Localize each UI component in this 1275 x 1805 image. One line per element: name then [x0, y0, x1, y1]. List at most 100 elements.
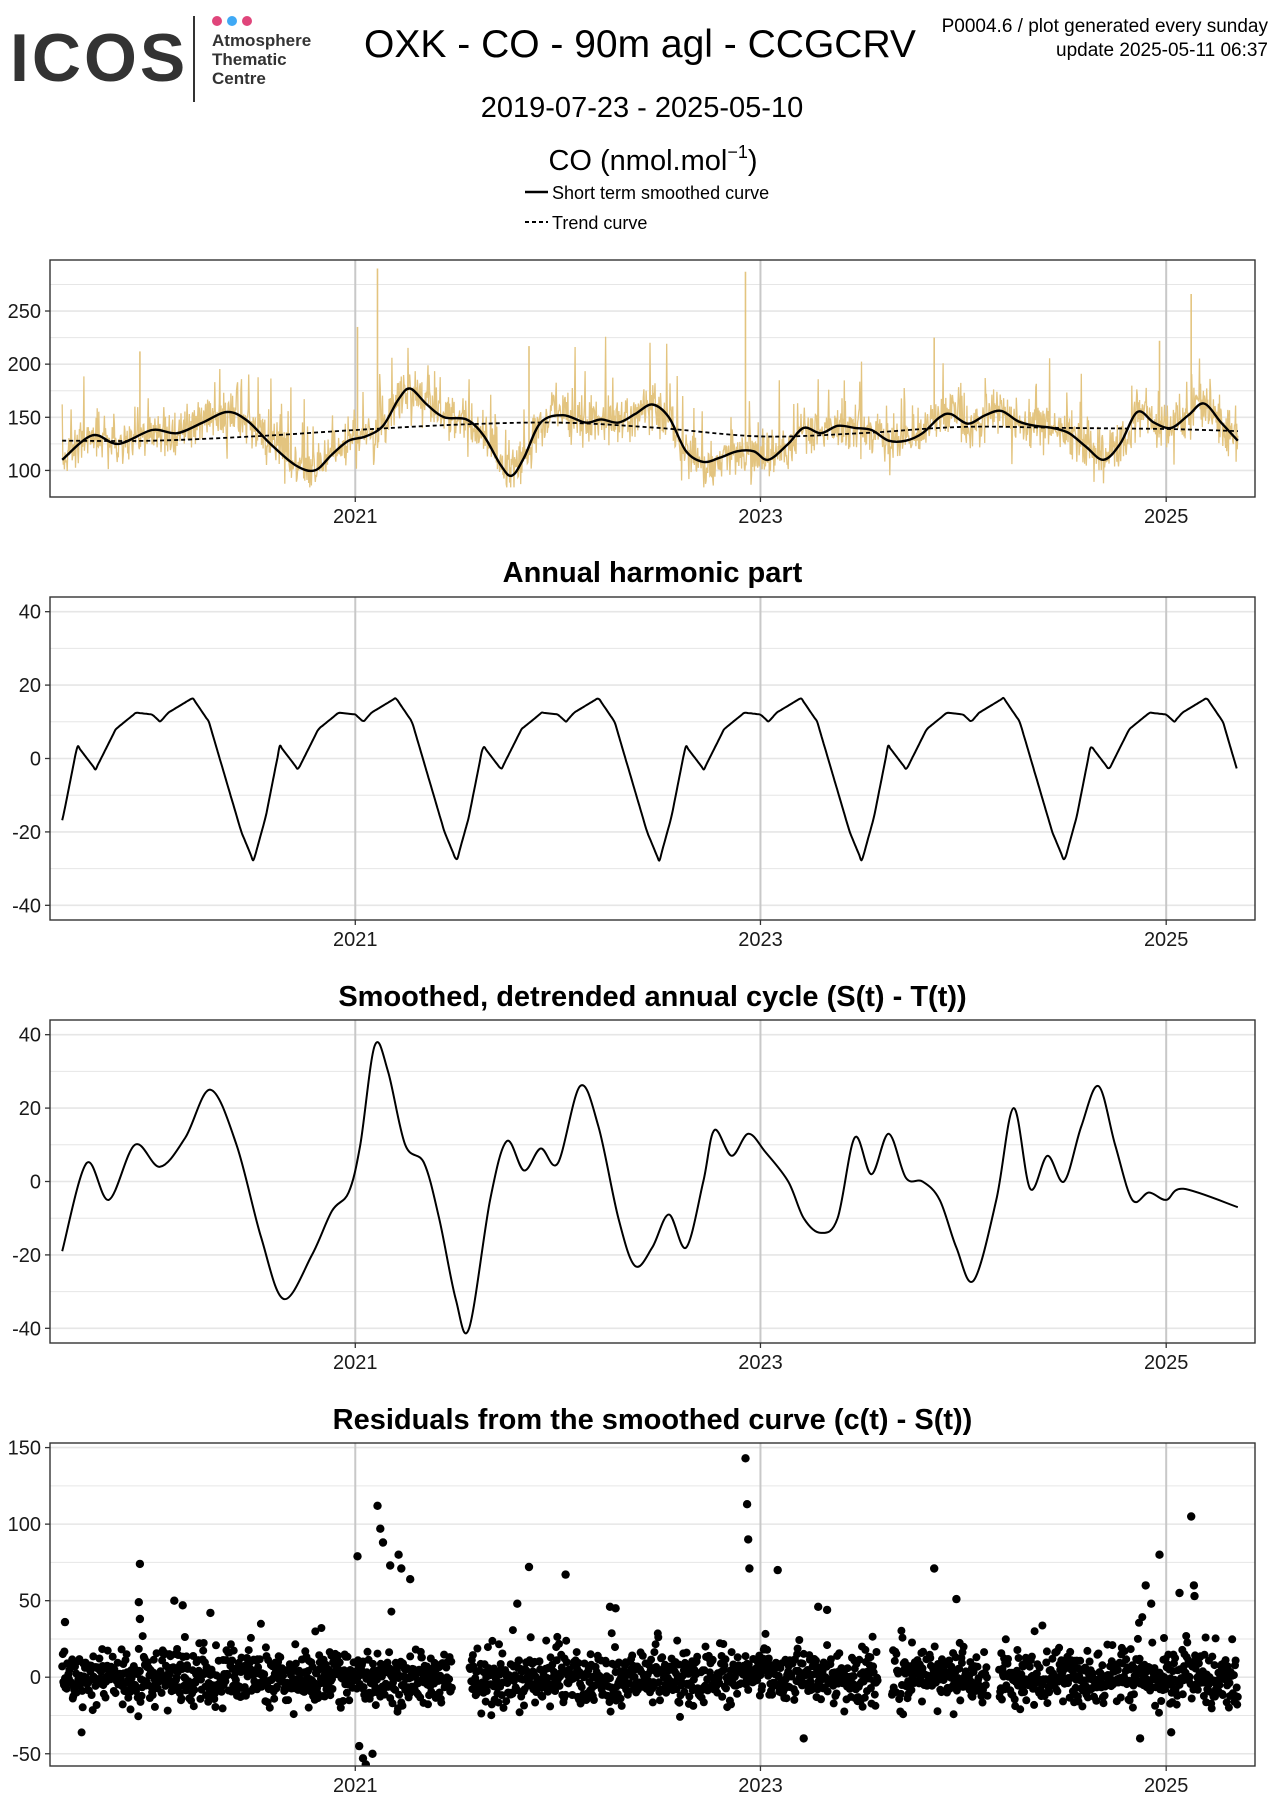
- residual-point: [638, 1651, 647, 1660]
- residual-point: [101, 1693, 110, 1702]
- residual-point: [1218, 1691, 1227, 1699]
- residual-point: [872, 1648, 881, 1656]
- residual-point: [546, 1653, 555, 1662]
- residual-point: [387, 1607, 396, 1616]
- logo-dot-2: [227, 16, 237, 26]
- residual-point: [134, 1712, 143, 1721]
- residual-point: [607, 1629, 616, 1638]
- residual-outlier: [355, 1741, 364, 1751]
- residual-point: [226, 1640, 235, 1649]
- residual-point: [656, 1696, 664, 1705]
- residual-point: [291, 1659, 300, 1668]
- residual-point: [727, 1648, 736, 1657]
- residual-point: [1078, 1702, 1087, 1711]
- residual-outlier: [1190, 1591, 1199, 1601]
- y-tick-label: 0: [30, 749, 41, 771]
- x-tick-label: 2025: [1144, 1775, 1189, 1797]
- residual-point: [495, 1640, 503, 1649]
- residual-point: [447, 1683, 456, 1692]
- x-tick-label: 2021: [333, 1352, 378, 1374]
- residual-point: [1232, 1683, 1241, 1692]
- residual-point: [1133, 1634, 1142, 1643]
- residual-point: [1094, 1649, 1103, 1658]
- panel-2: Annual harmonic part -40 -20 0 20 40 2021 2023 2…: [12, 557, 1256, 951]
- residual-point: [611, 1643, 619, 1652]
- residual-point: [135, 1667, 144, 1676]
- residual-point: [795, 1636, 804, 1644]
- residual-point: [1059, 1697, 1067, 1706]
- residual-point: [515, 1708, 524, 1717]
- residual-point: [648, 1698, 657, 1707]
- residual-point: [515, 1656, 523, 1665]
- residual-point: [1224, 1703, 1233, 1712]
- smoothed-curve: [61, 387, 1239, 478]
- y-tick-label: 250: [8, 301, 41, 323]
- residual-point: [1160, 1634, 1168, 1642]
- residual-point: [336, 1703, 345, 1712]
- residual-point: [1201, 1633, 1210, 1642]
- residual-point: [177, 1694, 186, 1703]
- residual-point: [369, 1659, 377, 1668]
- logo-dot-3: [242, 16, 252, 26]
- panel-4-plot: [58, 1454, 1242, 1766]
- panel-4: Residuals from the smoothed curve (c(t) …: [8, 1404, 1256, 1797]
- residual-outlier: [373, 1501, 382, 1511]
- residual-point: [1030, 1700, 1039, 1709]
- residual-point: [137, 1691, 146, 1700]
- date-range: 2019-07-23 - 2025-05-10: [481, 92, 803, 124]
- residual-point: [1228, 1635, 1237, 1644]
- panel-3: Smoothed, detrended annual cycle (S(t) -…: [12, 981, 1256, 1374]
- residual-point: [957, 1658, 966, 1667]
- residual-point: [196, 1694, 205, 1703]
- residual-point: [499, 1703, 508, 1712]
- y-tick-label: 20: [19, 675, 41, 697]
- residual-outlier: [361, 1760, 370, 1766]
- residual-point: [1083, 1693, 1092, 1702]
- residual-point: [1055, 1643, 1064, 1652]
- residual-point: [1083, 1646, 1092, 1655]
- residual-point: [111, 1689, 120, 1698]
- residual-point: [150, 1702, 159, 1711]
- residual-point: [823, 1687, 832, 1696]
- residual-point: [1178, 1690, 1187, 1699]
- residual-point: [118, 1700, 127, 1709]
- panel-2-grid: [50, 597, 1255, 920]
- residual-point: [149, 1668, 158, 1677]
- residual-point: [1208, 1652, 1217, 1661]
- residual-point: [1113, 1666, 1122, 1674]
- residual-point: [535, 1657, 544, 1666]
- residual-point: [674, 1660, 683, 1669]
- residual-point: [148, 1691, 157, 1700]
- residual-point: [572, 1648, 581, 1657]
- residual-point: [855, 1655, 864, 1664]
- residual-point: [685, 1692, 694, 1701]
- residual-point: [389, 1678, 397, 1687]
- residual-point: [861, 1645, 870, 1654]
- residual-point: [982, 1673, 991, 1682]
- panel-3-grid: [50, 1020, 1255, 1343]
- residual-point: [763, 1645, 772, 1654]
- y-tick-label: -40: [12, 895, 41, 917]
- residual-point: [858, 1702, 867, 1711]
- residual-point: [1172, 1700, 1181, 1709]
- residual-point: [218, 1704, 227, 1713]
- residual-point: [122, 1650, 131, 1659]
- residual-point: [1171, 1654, 1180, 1663]
- residual-point: [468, 1651, 477, 1660]
- residual-outlier: [745, 1564, 754, 1573]
- residual-point: [798, 1659, 807, 1668]
- y-tick-label: 40: [19, 602, 41, 624]
- residual-point: [899, 1710, 908, 1719]
- residual-outlier: [930, 1564, 939, 1573]
- residual-point: [317, 1624, 326, 1632]
- residual-point: [1183, 1638, 1192, 1647]
- residual-point: [244, 1646, 253, 1655]
- residual-point: [156, 1667, 165, 1676]
- residual-outlier: [741, 1454, 750, 1463]
- residual-point: [1042, 1647, 1051, 1656]
- x-tick-label: 2021: [333, 506, 378, 528]
- residual-point: [699, 1698, 708, 1707]
- residual-point: [1130, 1690, 1138, 1699]
- residual-point: [1108, 1641, 1117, 1650]
